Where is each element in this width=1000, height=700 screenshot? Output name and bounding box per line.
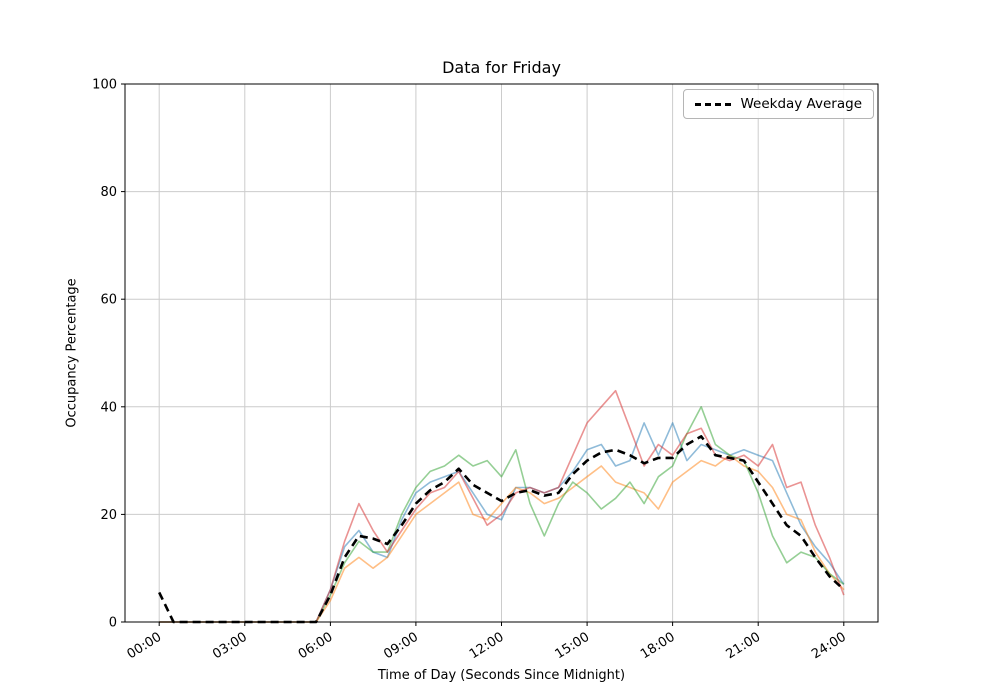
x-axis-label: Time of Day (Seconds Since Midnight) [377,668,626,683]
y-axis-label: Occupancy Percentage [64,278,80,428]
svg-text:60: 60 [100,293,117,308]
legend: Weekday Average [683,89,874,119]
svg-text:24:00: 24:00 [809,630,849,663]
svg-text:20: 20 [100,508,117,523]
svg-text:80: 80 [100,185,117,200]
svg-text:06:00: 06:00 [296,630,336,663]
svg-text:12:00: 12:00 [467,630,507,663]
svg-text:15:00: 15:00 [552,630,592,663]
svg-text:00:00: 00:00 [125,630,165,663]
svg-text:100: 100 [92,78,117,93]
svg-text:18:00: 18:00 [638,630,678,663]
svg-text:03:00: 03:00 [210,630,250,663]
svg-text:21:00: 21:00 [724,630,764,663]
svg-text:09:00: 09:00 [381,630,421,663]
svg-text:0: 0 [109,616,117,631]
dashed-line-sample-icon [695,102,732,106]
legend-label: Weekday Average [740,96,862,112]
chart-title: Data for Friday [442,58,561,77]
svg-text:40: 40 [100,400,117,415]
